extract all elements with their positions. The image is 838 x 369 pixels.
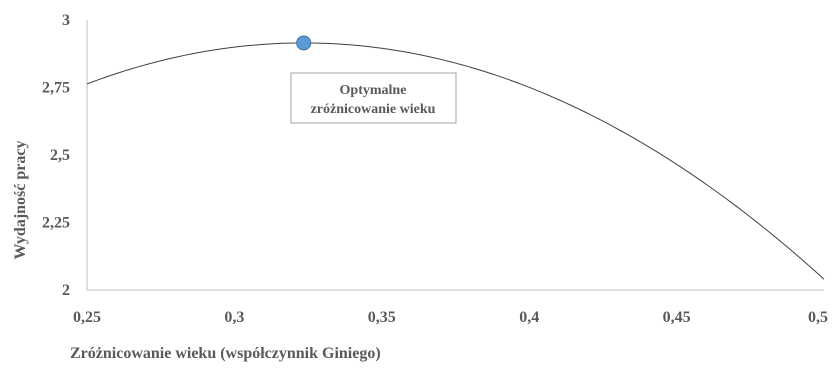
y-tick-label: 2,5 — [50, 147, 70, 164]
x-tick-label: 0,4 — [519, 309, 539, 326]
optimum-point-marker — [296, 35, 312, 51]
x-tick-label: 0,35 — [368, 309, 396, 326]
x-tick-label: 0,45 — [663, 309, 691, 326]
y-tick-label: 3 — [62, 12, 70, 29]
y-tick-label: 2,75 — [42, 80, 70, 97]
x-axis-title: Zróżnicowanie wieku (współczynnik Ginieg… — [70, 345, 381, 362]
axes — [86, 20, 824, 291]
x-tick-label: 0,3 — [224, 309, 244, 326]
annotation-box: Optymalne zróżnicowanie wieku — [290, 72, 457, 124]
x-tick-label: 0,25 — [73, 309, 101, 326]
annotation-line-2: zróżnicowanie wieku — [311, 102, 436, 117]
y-tick-label: 2,25 — [42, 215, 70, 232]
series-line — [86, 42, 825, 280]
y-tick-label: 2 — [62, 282, 70, 299]
tick-labels: 2 2,25 2,5 2,75 3 0,25 0,3 0,35 0,4 0,45 0,5 — [42, 12, 828, 326]
x-tick-label: 0,5 — [808, 309, 828, 326]
annotation-border — [290, 72, 457, 124]
annotation-line-1: Optymalne — [340, 83, 407, 98]
y-axis-title: Wydajność pracy — [12, 141, 29, 260]
